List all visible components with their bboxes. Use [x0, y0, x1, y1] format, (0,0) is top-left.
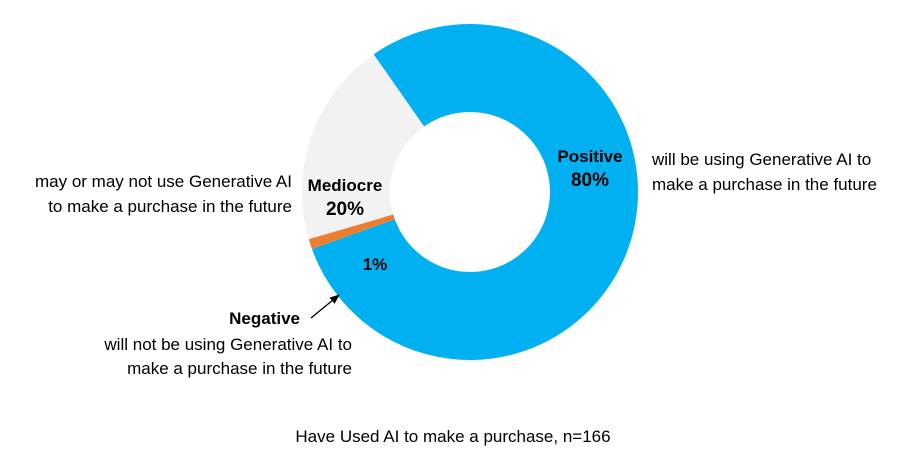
- negative-description-line1: will not be using Generative AI to: [104, 335, 352, 354]
- mediocre-description-line1: may or may not use Generative AI: [34, 172, 292, 191]
- donut-slice-mediocre: [302, 54, 425, 240]
- negative-callout-arrow: [310, 294, 340, 319]
- positive-description-line2: make a purchase in the future: [652, 175, 877, 194]
- slice-label-mediocre-name: Mediocre: [307, 176, 383, 195]
- slice-label-negative-value: 1%: [362, 255, 388, 274]
- slice-label-mediocre-value: 20%: [325, 199, 365, 220]
- slice-label-positive-value: 80%: [570, 170, 610, 191]
- donut-slice-negative: [308, 214, 395, 250]
- positive-description-line1: will be using Generative AI to: [652, 150, 872, 169]
- negative-callout-title: Negative: [229, 309, 300, 328]
- chart-caption: Have Used AI to make a purchase, n=166: [295, 427, 611, 446]
- negative-description-line2: make a purchase in the future: [127, 359, 352, 378]
- slice-label-positive-name: Positive: [557, 147, 623, 166]
- mediocre-description-line2: to make a purchase in the future: [48, 197, 292, 216]
- donut-slice-positive: [311, 23, 639, 360]
